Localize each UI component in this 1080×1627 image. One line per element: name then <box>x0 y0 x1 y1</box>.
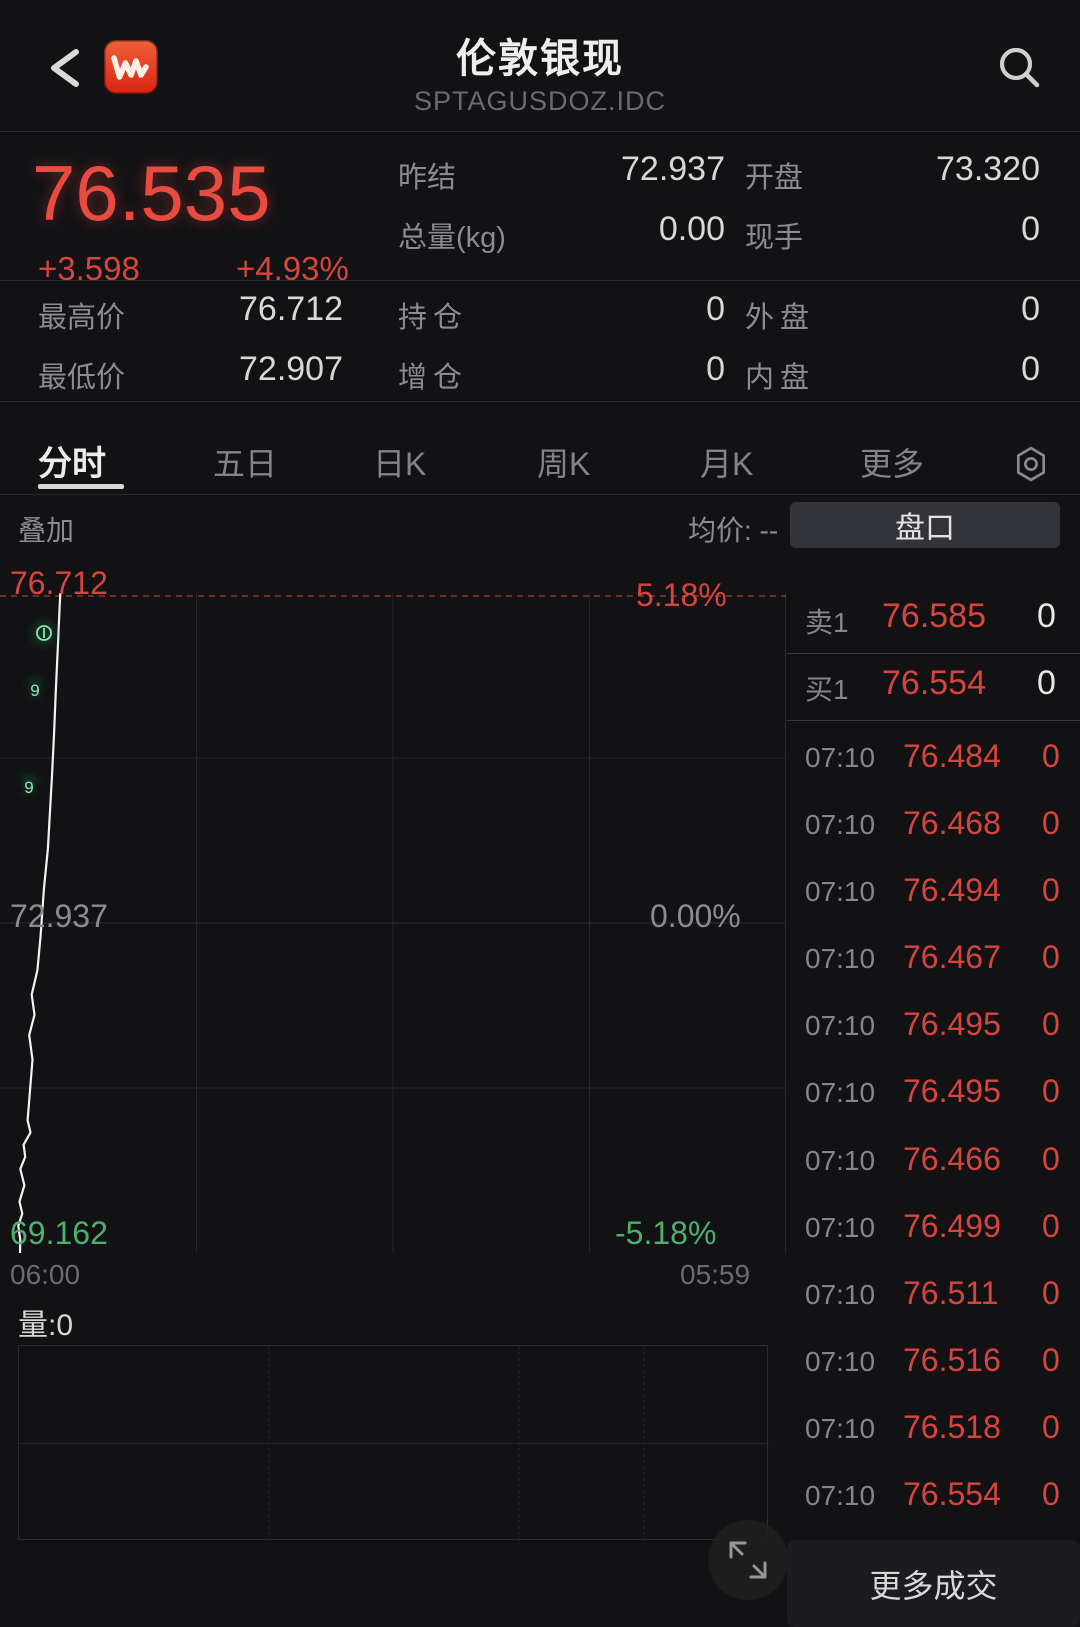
svg-text:9: 9 <box>30 681 39 700</box>
svg-text:9: 9 <box>24 778 33 797</box>
